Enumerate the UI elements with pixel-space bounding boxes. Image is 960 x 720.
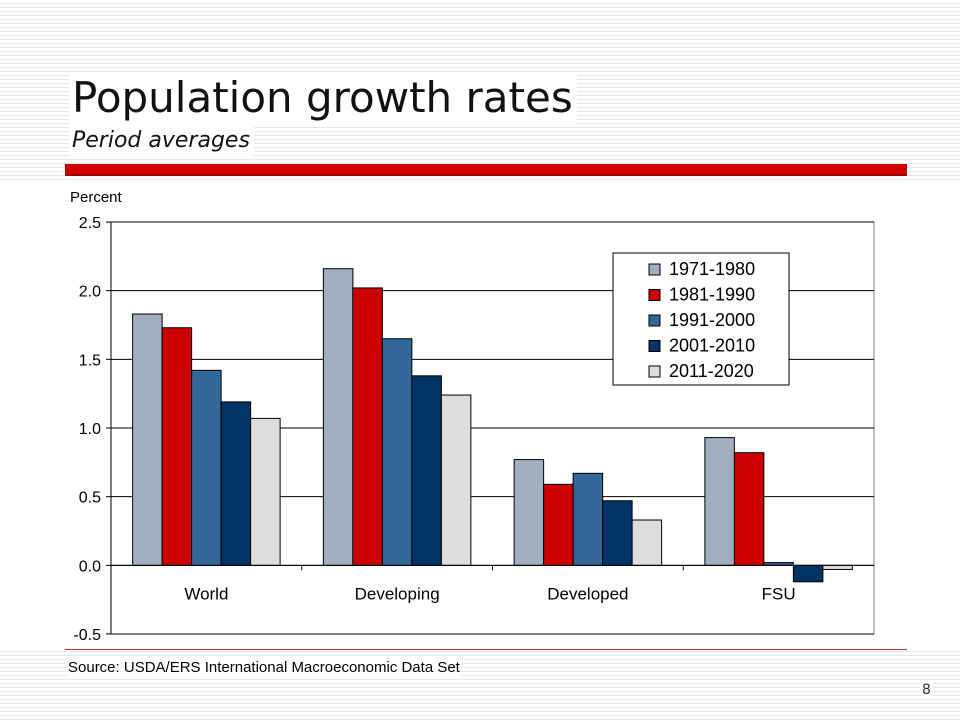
bar-chart: -0.5 0.0 0.5 1.0 1.5 2.0 2.5 Percent World Develo… bbox=[70, 189, 875, 644]
bar bbox=[161, 327, 193, 566]
y-axis-label: Percent bbox=[70, 189, 123, 206]
bar bbox=[733, 452, 765, 566]
x-category-label: FSU bbox=[762, 584, 796, 603]
legend-box bbox=[612, 252, 790, 386]
bar bbox=[792, 564, 824, 583]
bar bbox=[250, 417, 281, 566]
legend-label: 2001-2010 bbox=[669, 336, 755, 356]
bar bbox=[704, 437, 735, 566]
legend-label: 1991-2000 bbox=[669, 310, 755, 330]
y-tick-label: 2.0 bbox=[79, 284, 101, 301]
bar bbox=[440, 394, 472, 566]
bar bbox=[513, 459, 545, 566]
legend-swatch bbox=[648, 340, 661, 352]
y-tick-label: 2.5 bbox=[79, 215, 101, 232]
bar bbox=[572, 472, 604, 566]
legend-swatch bbox=[648, 314, 661, 327]
y-tick-label: 0.0 bbox=[79, 558, 101, 575]
y-tick-label: 0.5 bbox=[79, 490, 101, 507]
bar bbox=[631, 519, 663, 566]
bar bbox=[191, 369, 222, 566]
bar bbox=[220, 401, 252, 566]
chart-panel: -0.5 0.0 0.5 1.0 1.5 2.0 2.5 Percent World Develo… bbox=[0, 180, 960, 650]
legend-swatch bbox=[648, 365, 661, 378]
bar bbox=[132, 313, 163, 566]
slide-subtitle: Period averages bbox=[70, 126, 254, 156]
legend-label: 1981-1990 bbox=[669, 285, 755, 305]
bar bbox=[822, 564, 853, 570]
footer-rule bbox=[65, 649, 907, 650]
bar bbox=[352, 287, 383, 566]
x-category-label: Developing bbox=[355, 584, 440, 603]
y-tick-label: 1.0 bbox=[79, 421, 101, 438]
slide-title: Population growth rates bbox=[70, 72, 577, 124]
bar bbox=[602, 500, 633, 566]
legend-label: 2011-2020 bbox=[669, 361, 754, 381]
x-category-label: Developed bbox=[547, 584, 628, 603]
legend-swatch bbox=[648, 263, 661, 276]
bar bbox=[411, 375, 442, 566]
x-category-label: World bbox=[184, 584, 228, 603]
title-accent-bar bbox=[65, 164, 907, 176]
y-tick-label: -0.5 bbox=[73, 627, 101, 644]
page-number: 8 bbox=[920, 682, 933, 698]
source-note: Source: USDA/ERS International Macroecon… bbox=[66, 659, 462, 676]
bar bbox=[322, 268, 354, 566]
legend-label: 1971-1980 bbox=[669, 259, 755, 279]
bar bbox=[381, 338, 413, 566]
bar bbox=[543, 483, 574, 566]
legend-swatch bbox=[648, 289, 661, 301]
y-tick-label: 1.5 bbox=[79, 352, 101, 369]
